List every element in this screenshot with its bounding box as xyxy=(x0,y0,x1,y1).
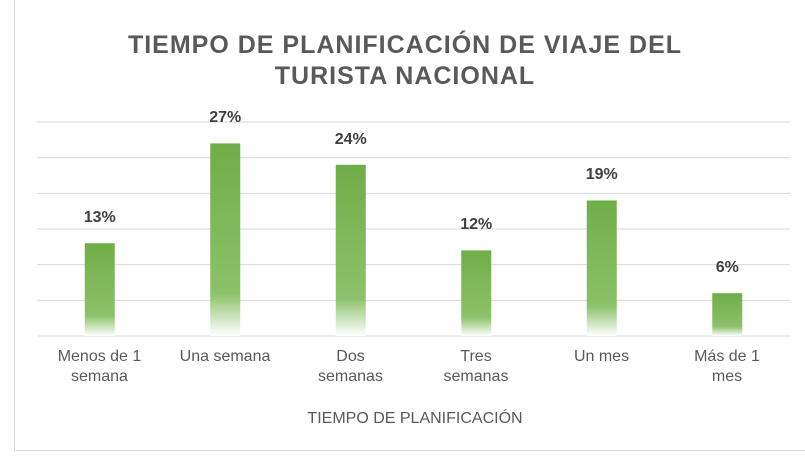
x-axis-title: TIEMPO DE PLANIFICACIÓN xyxy=(307,410,523,427)
bar xyxy=(84,243,115,336)
chart-title: TIEMPO DE PLANIFICACIÓN DE VIAJE DEL TUR… xyxy=(127,31,683,90)
bar xyxy=(586,200,617,336)
bar xyxy=(335,164,366,336)
bar xyxy=(461,250,492,336)
x-tick-label: Una semana xyxy=(179,348,271,365)
x-tick-label: Dos semanas xyxy=(318,348,383,385)
x-tick-label: Más de 1 mes xyxy=(694,348,760,385)
x-tick-label: Un mes xyxy=(573,348,630,365)
data-label: 12% xyxy=(460,216,493,234)
data-label: 24% xyxy=(334,130,367,148)
data-label: 19% xyxy=(585,166,618,184)
data-label: 13% xyxy=(83,209,116,227)
x-tick-label: Tres semanas xyxy=(443,348,509,385)
data-label: 27% xyxy=(209,109,242,127)
data-label: 6% xyxy=(715,259,739,277)
bar xyxy=(210,143,241,336)
x-tick-label: Menos de 1 semana xyxy=(57,348,142,385)
bar xyxy=(712,293,743,336)
chart-frame xyxy=(14,0,805,451)
